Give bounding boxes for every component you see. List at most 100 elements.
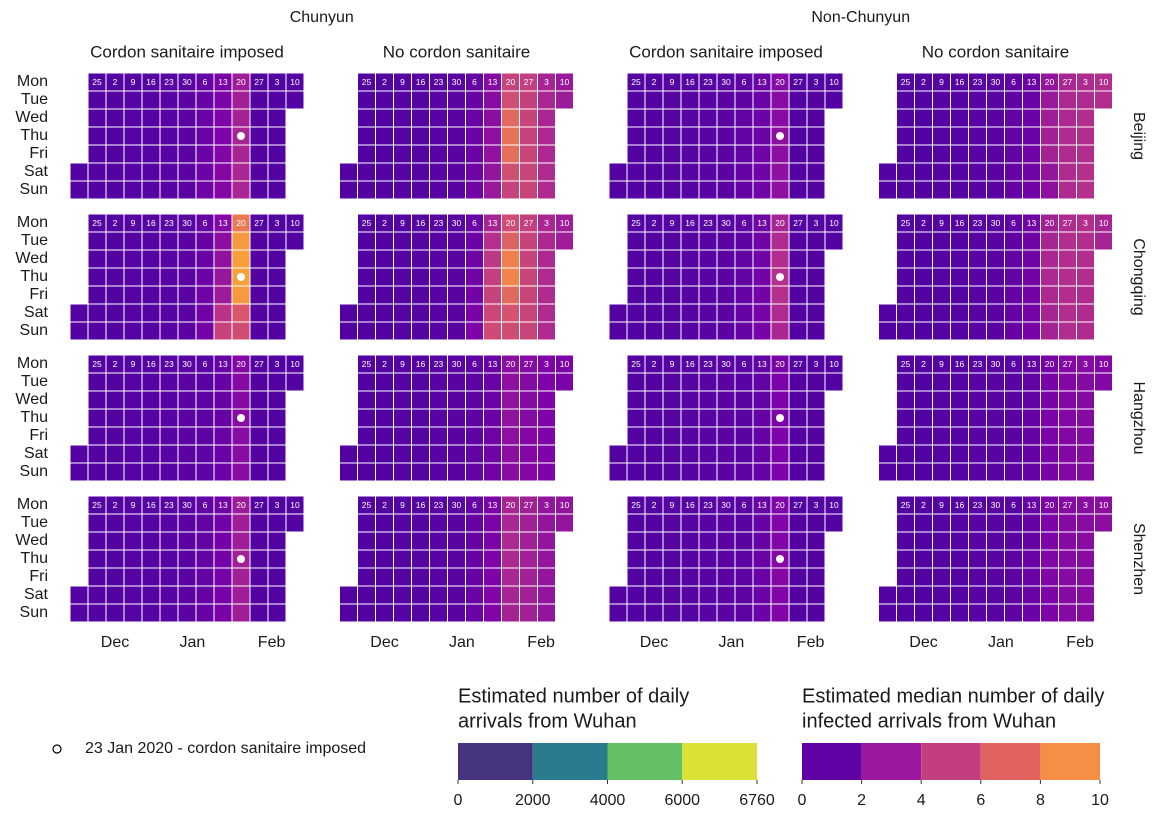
heat-cell — [447, 321, 466, 341]
heat-cell — [87, 180, 107, 200]
heat-cell — [465, 162, 484, 182]
heat-cell — [519, 426, 538, 446]
heat-cell — [680, 231, 700, 251]
heat-cell — [1040, 249, 1059, 269]
legend-tick-label: 6 — [976, 792, 985, 809]
heat-cell — [968, 408, 987, 428]
heat-cell — [411, 231, 430, 251]
week-label: 16 — [416, 77, 426, 87]
heat-cell — [626, 513, 646, 533]
heat-cell — [968, 390, 987, 410]
heat-cell — [932, 426, 951, 446]
heat-cell — [105, 126, 125, 146]
heat-cell — [483, 549, 502, 569]
month-label: Jan — [449, 634, 475, 651]
heat-cell — [249, 285, 269, 305]
heat-cell — [123, 285, 143, 305]
heat-cell — [357, 426, 376, 446]
heat-cell — [716, 513, 736, 533]
heat-cell — [968, 444, 987, 464]
heat-cell — [141, 249, 161, 269]
heat-cell — [195, 144, 215, 164]
heat-cell — [177, 462, 197, 482]
heat-cell — [896, 444, 915, 464]
heat-cell — [734, 144, 754, 164]
day-label: Wed — [15, 109, 48, 126]
heat-cell — [680, 162, 700, 182]
heat-cell — [357, 108, 376, 128]
heat-cell — [231, 513, 251, 533]
heat-cell — [465, 567, 484, 587]
heat-cell — [752, 231, 772, 251]
heat-cell — [914, 603, 933, 623]
heat-cell — [501, 462, 520, 482]
heat-cell — [213, 567, 233, 587]
heat-cell — [716, 567, 736, 587]
heat-cell — [752, 108, 772, 128]
heat-cell — [537, 549, 556, 569]
heat-cell — [393, 231, 412, 251]
heat-cell — [626, 585, 646, 605]
heat-cell — [465, 231, 484, 251]
heat-cell — [159, 267, 179, 287]
heat-cell — [141, 531, 161, 551]
heat-cell — [662, 144, 682, 164]
heat-cell — [770, 372, 790, 392]
heat-cell — [1004, 462, 1023, 482]
week-label: 9 — [670, 77, 675, 87]
day-label: Mon — [17, 73, 48, 90]
heat-cell — [788, 603, 808, 623]
week-label: 30 — [182, 218, 192, 228]
heat-cell — [968, 162, 987, 182]
heat-cell — [411, 462, 430, 482]
heat-cell — [555, 90, 574, 110]
heat-cell — [986, 126, 1005, 146]
heat-cell — [537, 108, 556, 128]
week-label: 20 — [506, 500, 516, 510]
heat-cell — [105, 372, 125, 392]
week-label: 3 — [275, 77, 280, 87]
heat-cell — [357, 372, 376, 392]
heat-cell — [465, 180, 484, 200]
week-label: 2 — [652, 500, 657, 510]
day-label: Fri — [29, 286, 48, 303]
heat-cell — [806, 462, 826, 482]
heat-cell — [429, 567, 448, 587]
heat-cell — [806, 267, 826, 287]
heat-cell — [770, 249, 790, 269]
heat-cell — [483, 603, 502, 623]
week-label: 27 — [254, 359, 264, 369]
heat-cell — [1022, 249, 1041, 269]
week-label: 9 — [939, 500, 944, 510]
heat-cell — [393, 585, 412, 605]
week-label: 10 — [1099, 500, 1109, 510]
heat-cell — [429, 231, 448, 251]
heat-cell — [159, 603, 179, 623]
cordon-marker — [776, 414, 784, 422]
week-label: 30 — [991, 359, 1001, 369]
week-label: 10 — [829, 77, 839, 87]
heat-cell — [123, 462, 143, 482]
heat-cell — [141, 108, 161, 128]
heat-cell — [267, 408, 287, 428]
heat-cell — [1022, 180, 1041, 200]
heat-cell — [788, 321, 808, 341]
heat-cell — [1004, 90, 1023, 110]
heat-cell — [537, 303, 556, 323]
heat-cell — [159, 390, 179, 410]
heat-cell — [788, 426, 808, 446]
heat-cell — [231, 108, 251, 128]
heat-cell — [501, 531, 520, 551]
week-label: 20 — [1045, 77, 1055, 87]
heat-cell — [986, 108, 1005, 128]
heat-cell — [519, 372, 538, 392]
heat-cell — [429, 144, 448, 164]
heat-cell — [644, 390, 664, 410]
heat-cell — [411, 603, 430, 623]
heat-cell — [195, 108, 215, 128]
heat-cell — [429, 444, 448, 464]
heat-cell — [1022, 90, 1041, 110]
heat-cell — [393, 303, 412, 323]
week-label: 9 — [939, 77, 944, 87]
week-label: 20 — [236, 359, 246, 369]
